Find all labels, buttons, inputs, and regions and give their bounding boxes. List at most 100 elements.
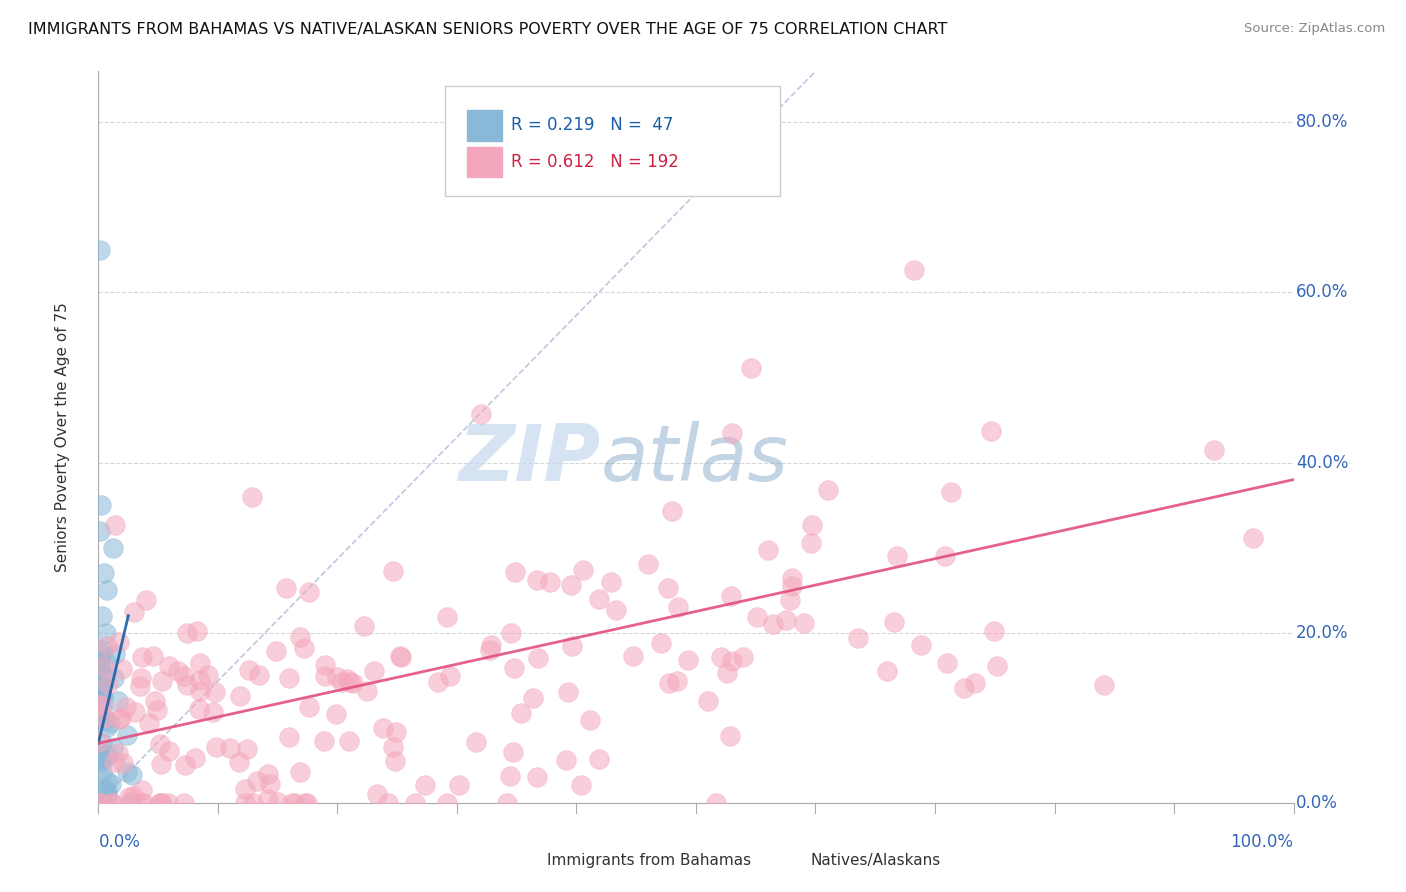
Point [93, 669, 115, 683]
Point [366, 787, 388, 801]
Point [89, 657, 111, 671]
Point [242, 796, 264, 810]
Point [883, 615, 905, 629]
Point [91, 658, 114, 673]
Point [267, 795, 290, 809]
Point [149, 796, 172, 810]
Point [1202, 442, 1225, 457]
Point [526, 770, 548, 784]
Point [385, 724, 408, 739]
Point [104, 518, 127, 533]
Point [779, 592, 801, 607]
Point [621, 648, 644, 663]
Point [238, 663, 260, 677]
Point [599, 575, 621, 590]
Text: 40.0%: 40.0% [1296, 454, 1348, 472]
Point [93, 566, 115, 581]
Point [98, 716, 121, 731]
Point [886, 549, 908, 563]
Point [96, 784, 118, 798]
Point [149, 737, 172, 751]
Point [666, 599, 689, 614]
Point [89, 684, 111, 698]
Point [94, 625, 117, 640]
Point [292, 640, 315, 655]
Point [143, 694, 166, 708]
Point [142, 648, 165, 663]
Point [780, 579, 803, 593]
Point [188, 673, 211, 687]
Point [96, 720, 118, 734]
Point [174, 757, 197, 772]
Point [665, 674, 688, 689]
Point [146, 703, 169, 717]
Point [555, 753, 578, 767]
Point [356, 683, 378, 698]
Point [90, 688, 112, 702]
Point [90, 677, 112, 691]
Point [278, 730, 301, 744]
Point [108, 634, 131, 648]
Point [470, 407, 492, 421]
Point [510, 706, 533, 720]
Point [314, 669, 336, 683]
Point [87, 677, 110, 691]
Point [89, 746, 111, 760]
Point [939, 484, 962, 499]
Point [115, 765, 138, 780]
Point [138, 715, 160, 730]
Text: atlas: atlas [600, 421, 789, 497]
Point [522, 691, 544, 706]
Point [298, 585, 321, 599]
Point [91, 608, 114, 623]
Point [314, 657, 336, 672]
Point [733, 650, 755, 665]
Point [846, 631, 869, 645]
Point [427, 674, 450, 689]
Point [983, 624, 1005, 639]
Point [87, 756, 110, 771]
Point [720, 589, 742, 603]
Point [176, 625, 198, 640]
Point [605, 603, 627, 617]
Text: 0.0%: 0.0% [1296, 794, 1337, 812]
Point [131, 782, 153, 797]
Point [93, 711, 115, 725]
Point [710, 649, 733, 664]
Point [186, 624, 208, 638]
Point [936, 656, 959, 670]
Point [93, 782, 115, 797]
Point [94, 713, 117, 727]
Text: R = 0.219   N =  47: R = 0.219 N = 47 [510, 117, 673, 135]
Point [157, 744, 180, 758]
Point [1092, 678, 1115, 692]
Point [339, 675, 361, 690]
Point [298, 700, 321, 714]
Point [661, 504, 683, 518]
FancyBboxPatch shape [467, 110, 502, 141]
Point [363, 664, 385, 678]
Point [87, 712, 110, 726]
Point [205, 740, 228, 755]
Point [326, 671, 349, 685]
Point [167, 664, 190, 678]
Point [696, 694, 718, 708]
Text: Natives/Alaskans: Natives/Alaskans [811, 853, 941, 868]
Point [173, 668, 195, 682]
Point [1241, 531, 1264, 545]
Point [297, 796, 319, 810]
Point [90, 498, 112, 512]
Point [101, 541, 124, 555]
Point [96, 748, 118, 763]
Point [173, 796, 195, 810]
Point [782, 571, 804, 585]
Point [176, 678, 198, 692]
Point [588, 752, 610, 766]
Point [384, 754, 406, 768]
Point [499, 769, 522, 783]
Point [91, 642, 114, 657]
Point [526, 574, 548, 588]
Point [132, 796, 155, 810]
Point [90, 753, 112, 767]
Point [439, 669, 461, 683]
